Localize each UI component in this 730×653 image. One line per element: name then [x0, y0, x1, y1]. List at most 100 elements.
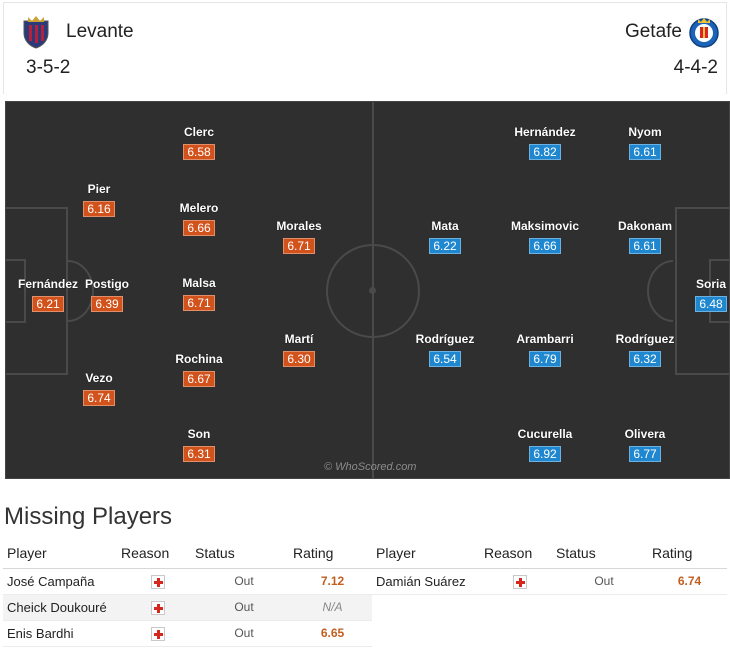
table-row[interactable]: Damián Suárez Out 6.74	[372, 568, 727, 595]
column-header-rating[interactable]: Rating	[293, 539, 372, 569]
player-rating: 6.48	[695, 296, 727, 312]
player-name: Clerc	[183, 125, 215, 139]
player-rating: 6.79	[529, 351, 561, 367]
injury-icon	[513, 574, 527, 589]
table-row[interactable]: Cheick Doukouré Out N/A	[3, 594, 372, 621]
player-rating: 6.82	[529, 144, 561, 160]
getafe-crest-icon	[689, 18, 719, 48]
status-cell: Out	[195, 620, 293, 647]
player-name: Melero	[179, 201, 219, 215]
away-player[interactable]: Nyom 6.61	[600, 125, 690, 161]
lineup-header: Levante 3-5-2 Getafe 4-4-2	[3, 2, 727, 94]
column-header-rating[interactable]: Rating	[652, 539, 727, 569]
away-player[interactable]: Maksimovic 6.66	[500, 219, 590, 255]
player-name[interactable]: José Campaña	[3, 568, 121, 595]
player-name: Malsa	[182, 276, 216, 290]
player-rating: 6.21	[32, 296, 64, 312]
away-formation: 4-4-2	[673, 57, 718, 78]
player-name: Hernández	[514, 125, 576, 139]
home-missing-table: Player Reason Status Rating José Campaña…	[3, 539, 372, 647]
player-name: Rodríguez	[615, 332, 675, 346]
injury-icon	[151, 574, 165, 589]
home-player[interactable]: Malsa 6.71	[154, 276, 244, 312]
player-rating: 6.32	[629, 351, 661, 367]
home-team-name[interactable]: Levante	[66, 21, 134, 42]
player-name: Rodríguez	[415, 332, 475, 346]
away-player[interactable]: Mata 6.22	[400, 219, 490, 255]
player-name: Cucurella	[517, 427, 573, 441]
away-team-name[interactable]: Getafe	[624, 21, 682, 42]
player-name: Pier	[87, 182, 111, 196]
player-rating: 6.30	[283, 351, 315, 367]
away-player[interactable]: Soria 6.48	[666, 277, 729, 313]
status-cell: Out	[195, 594, 293, 621]
table-row[interactable]: Enis Bardhi Out 6.65	[3, 620, 372, 647]
player-name: Postigo	[85, 277, 129, 291]
reason-cell	[121, 594, 195, 621]
player-rating: 6.77	[629, 446, 661, 462]
status-cell: Out	[195, 568, 293, 595]
home-player[interactable]: Martí 6.30	[254, 332, 344, 368]
reason-cell	[121, 620, 195, 647]
player-name: Arambarri	[516, 332, 574, 346]
away-player[interactable]: Olivera 6.77	[600, 427, 690, 463]
away-player[interactable]: Hernández 6.82	[500, 125, 590, 161]
missing-players-title: Missing Players	[4, 503, 173, 530]
home-formation: 3-5-2	[26, 57, 71, 78]
home-player[interactable]: Morales 6.71	[254, 219, 344, 255]
player-rating: 6.31	[183, 446, 215, 462]
home-player[interactable]: Vezo 6.74	[54, 371, 144, 407]
column-header-status[interactable]: Status	[556, 539, 652, 569]
status-cell: Out	[556, 568, 652, 595]
away-player[interactable]: Rodríguez 6.32	[600, 332, 690, 368]
table-header-row: Player Reason Status Rating	[3, 539, 372, 569]
player-rating: 6.54	[429, 351, 461, 367]
home-penalty-box	[6, 207, 68, 375]
home-player[interactable]: Son 6.31	[154, 427, 244, 463]
player-rating: 6.61	[629, 144, 661, 160]
table-row[interactable]: José Campaña Out 7.12	[3, 568, 372, 595]
home-player[interactable]: Melero 6.66	[154, 201, 244, 237]
home-player[interactable]: Clerc 6.58	[154, 125, 244, 161]
away-team[interactable]: Getafe	[625, 15, 720, 49]
column-header-status[interactable]: Status	[195, 539, 293, 569]
player-name: Son	[187, 427, 211, 441]
player-rating: 6.92	[529, 446, 561, 462]
player-name: Mata	[431, 219, 459, 233]
rating-cell: 6.65	[293, 620, 372, 647]
player-rating: 6.58	[183, 144, 215, 160]
player-name: Dakonam	[617, 219, 673, 233]
away-player[interactable]: Cucurella 6.92	[500, 427, 590, 463]
column-header-player[interactable]: Player	[3, 539, 121, 569]
home-player[interactable]: Postigo 6.39	[62, 277, 152, 313]
player-rating: 6.61	[629, 238, 661, 254]
center-circle	[326, 244, 420, 338]
player-name[interactable]: Cheick Doukouré	[3, 594, 121, 621]
away-player[interactable]: Rodríguez 6.54	[400, 332, 490, 368]
column-header-player[interactable]: Player	[372, 539, 484, 569]
player-name: Fernández	[17, 277, 78, 291]
home-player[interactable]: Rochina 6.67	[154, 352, 244, 388]
injury-icon	[151, 600, 165, 615]
player-name[interactable]: Damián Suárez	[372, 568, 484, 595]
column-header-reason[interactable]: Reason	[484, 539, 556, 569]
player-name[interactable]: Enis Bardhi	[3, 620, 121, 647]
levante-crest-icon	[23, 16, 49, 49]
rating-cell: 7.12	[293, 568, 372, 595]
player-name: Vezo	[85, 371, 113, 385]
column-header-reason[interactable]: Reason	[121, 539, 195, 569]
player-name: Rochina	[175, 352, 223, 366]
player-name: Soria	[695, 277, 726, 291]
away-player[interactable]: Arambarri 6.79	[500, 332, 590, 368]
home-player[interactable]: Fernández 6.21	[6, 277, 93, 313]
player-rating: 6.66	[183, 220, 215, 236]
player-rating: 6.74	[83, 390, 115, 406]
away-player[interactable]: Dakonam 6.61	[600, 219, 690, 255]
player-rating: 6.67	[183, 371, 215, 387]
watermark: © WhoScored.com	[324, 461, 417, 473]
rating-cell: 6.74	[652, 568, 727, 595]
player-rating: 6.39	[91, 296, 123, 312]
home-team[interactable]: Levante	[20, 15, 134, 49]
home-player[interactable]: Pier 6.16	[54, 182, 144, 218]
